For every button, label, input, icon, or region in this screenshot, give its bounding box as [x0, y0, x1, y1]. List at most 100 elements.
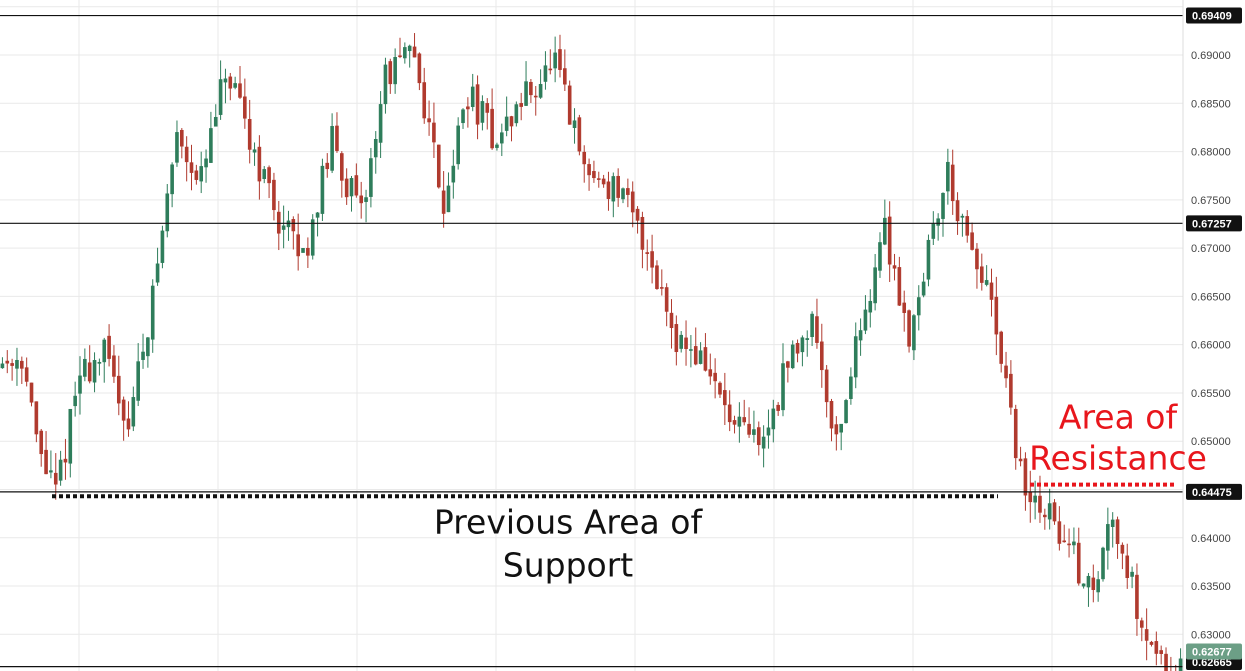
candle: [441, 171, 446, 228]
candle: [466, 97, 470, 128]
candle-body: [427, 118, 431, 123]
candle: [58, 450, 63, 486]
last-price-tag-text: 0.62677: [1192, 646, 1232, 658]
candle-body: [1125, 555, 1130, 579]
candle: [873, 254, 877, 311]
candle-body: [359, 195, 364, 204]
candle: [975, 243, 979, 289]
candle-body: [1076, 542, 1081, 584]
candle-body: [781, 363, 785, 411]
candle: [543, 51, 548, 90]
candle-body: [810, 313, 814, 338]
candle: [572, 108, 577, 144]
candle: [228, 72, 233, 101]
candle: [126, 401, 131, 437]
candle-body: [558, 49, 562, 70]
candle: [587, 158, 591, 191]
candle-body: [669, 312, 674, 329]
resistance-label-line-2: Resistance: [1029, 439, 1207, 478]
candle-body: [335, 125, 339, 151]
candle-body: [73, 395, 77, 407]
candle-body: [296, 234, 300, 257]
candle: [180, 128, 184, 159]
candle-body: [398, 55, 402, 58]
candle: [592, 160, 596, 183]
candle: [24, 357, 29, 387]
candle-body: [907, 310, 911, 347]
candle: [194, 164, 199, 185]
candle-body: [752, 429, 756, 435]
candle-body: [844, 400, 848, 424]
candle-body: [257, 146, 262, 182]
y-tick-label: 0.67000: [1191, 243, 1231, 255]
candle: [1091, 564, 1096, 603]
candle-body: [742, 417, 747, 423]
candle-body: [577, 117, 582, 152]
y-tick-label: 0.63500: [1191, 581, 1231, 593]
candle-body: [514, 104, 519, 124]
candle: [286, 210, 291, 241]
candle: [1057, 506, 1062, 551]
candle-body: [1149, 641, 1154, 645]
candle-body: [58, 459, 63, 481]
candle-body: [310, 219, 315, 256]
candle: [756, 421, 761, 456]
candle: [1159, 645, 1163, 665]
candle-body: [708, 369, 713, 377]
candle-body: [1115, 519, 1120, 545]
candle-body: [20, 360, 24, 369]
candle: [703, 333, 708, 372]
candle-body: [364, 197, 368, 202]
candle: [189, 144, 194, 191]
candle: [611, 172, 616, 218]
candle: [369, 147, 373, 208]
candle: [1164, 647, 1168, 671]
candle: [1154, 631, 1159, 666]
candle: [301, 248, 305, 253]
candle: [480, 95, 485, 131]
candle-body: [383, 64, 388, 105]
candle-body: [1052, 502, 1057, 522]
candle-body: [29, 382, 34, 403]
candle-body: [475, 84, 480, 125]
candle: [548, 49, 553, 75]
candle: [1018, 446, 1023, 467]
candle: [281, 205, 286, 249]
candle: [737, 402, 742, 443]
candle: [121, 396, 126, 441]
candle: [243, 78, 247, 129]
candle-body: [199, 166, 204, 182]
candle-body: [1096, 579, 1100, 593]
candle-body: [829, 401, 834, 429]
candle: [175, 120, 179, 167]
candle-body: [645, 252, 650, 254]
candle-body: [1067, 543, 1071, 546]
candle-body: [5, 360, 10, 364]
candle-body: [616, 175, 620, 198]
level-tag-text: 0.64475: [1192, 487, 1232, 499]
candle: [761, 425, 766, 468]
y-tick-label: 0.64000: [1191, 533, 1231, 545]
candle-body: [301, 248, 305, 253]
candle-body: [121, 399, 126, 421]
candle: [984, 265, 989, 287]
candle-body: [78, 375, 82, 394]
candle-body: [664, 287, 669, 312]
candle-body: [155, 263, 160, 283]
y-tick-label: 0.66500: [1191, 291, 1231, 303]
candle-body: [150, 285, 155, 340]
candle-body: [204, 158, 208, 168]
candle: [994, 276, 999, 356]
y-tick-label: 0.68000: [1191, 147, 1231, 159]
candle: [950, 149, 955, 215]
candle: [1144, 608, 1149, 661]
candle: [567, 80, 572, 125]
candle-body: [320, 165, 325, 214]
candle-body: [868, 300, 873, 313]
y-tick-label: 0.65000: [1191, 436, 1231, 448]
candle: [538, 69, 543, 99]
candle-body: [897, 267, 902, 306]
candle-body: [1062, 540, 1067, 543]
candle-body: [1038, 495, 1042, 513]
